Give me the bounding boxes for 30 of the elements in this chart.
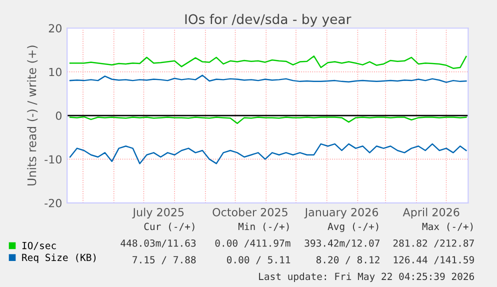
text: 0.00 / 5.11	[226, 256, 290, 264]
x-tick-label: October 2025	[212, 208, 288, 216]
x-tick-label: April 2026	[402, 208, 460, 219]
y-tick-label: 0	[56, 111, 62, 120]
text: Last update: Fri May 22 04:25:39 2026	[259, 272, 474, 282]
y-tick-label: 20	[48, 24, 62, 33]
y-tick-label: 10	[49, 68, 62, 76]
chart-title: IOs for /dev/sda - by year	[185, 14, 352, 27]
text: Max (-/+)	[422, 222, 473, 232]
y-tick-label: -20	[44, 198, 62, 208]
line-series	[69, 143, 467, 164]
line-series	[69, 116, 467, 124]
x-tick-label: July 2025	[132, 208, 184, 219]
text: 393.42m/12.07	[304, 239, 380, 248]
text: Min (-/+)	[238, 222, 289, 232]
text: 448.03m/11.63	[120, 239, 196, 248]
legend-label: IO/sec	[22, 242, 56, 250]
legend-label: Req Size (KB)	[22, 254, 96, 264]
text: Cur (-/+)	[144, 222, 194, 232]
text: Avg (-/+)	[328, 222, 378, 232]
line-series	[69, 55, 467, 69]
text: 126.44 /141.59	[394, 256, 474, 264]
y-tick-label: -10	[44, 155, 62, 164]
x-tick-label: January 2026	[304, 208, 378, 219]
text: 281.82 /212.87	[393, 239, 474, 248]
text: 0.00 /411.97m	[215, 239, 290, 248]
text: 8.20 / 8.12	[316, 256, 380, 264]
line-series	[69, 74, 467, 83]
y-axis-title: Units read (-) / write (+)	[27, 46, 38, 186]
text: 7.15 / 7.88	[132, 256, 196, 264]
